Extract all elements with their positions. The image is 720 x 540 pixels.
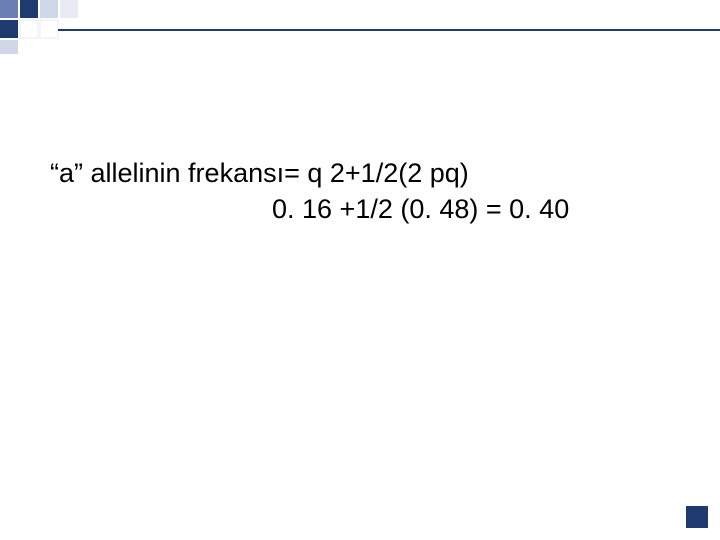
formula-line-2: 0. 16 +1/2 (0. 48) = 0. 40 bbox=[50, 191, 680, 227]
top-rule bbox=[58, 29, 720, 31]
bottom-accent-square bbox=[686, 506, 708, 528]
formula-line-1: “a” allelinin frekansı= q 2+1/2(2 pq) bbox=[50, 155, 680, 191]
slide-content: “a” allelinin frekansı= q 2+1/2(2 pq) 0.… bbox=[50, 155, 680, 228]
